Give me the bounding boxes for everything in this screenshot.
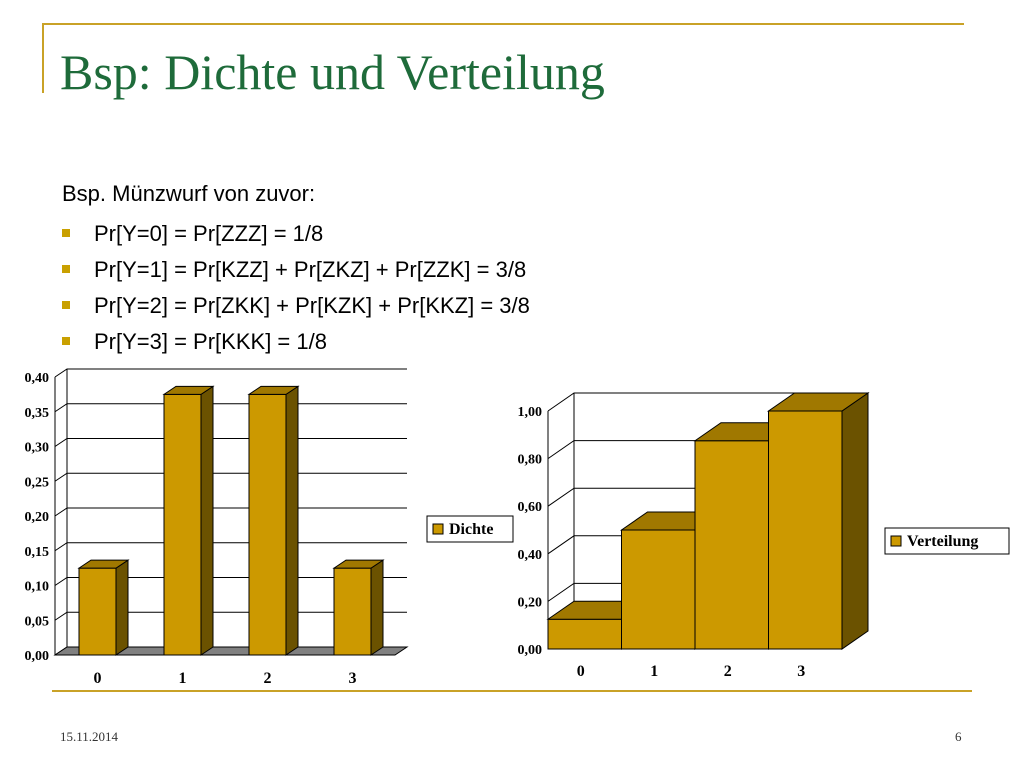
bullet-text: Pr[Y=3] = Pr[KKK] = 1/8 <box>94 329 327 354</box>
intro-text: Bsp. Münzwurf von zuvor: <box>62 181 316 206</box>
gridline <box>54 368 407 378</box>
y-tick-label: 0,80 <box>518 453 543 468</box>
y-tick-label: 0,00 <box>518 643 543 658</box>
bar-0 <box>77 559 130 656</box>
square-bullet-icon <box>62 265 70 274</box>
bullet-text: Pr[Y=0] = Pr[ZZZ] = 1/8 <box>94 221 324 246</box>
square-bullet-icon <box>62 337 70 346</box>
bottom-rule <box>52 690 972 692</box>
x-tick-label: 0 <box>577 663 585 680</box>
chart-legend: Verteilung <box>884 527 1010 555</box>
legend-label: Dichte <box>449 521 493 538</box>
y-tick-label: 0,35 <box>25 406 50 421</box>
slide-title: Bsp: Dichte und Verteilung <box>60 44 605 100</box>
y-tick-label: 0,00 <box>25 649 50 664</box>
bar-2 <box>247 385 300 656</box>
bullet-item: Pr[Y=2] = Pr[ZKK] + Pr[KZK] + Pr[KKZ] = … <box>62 288 530 324</box>
y-tick-label: 1,00 <box>518 405 543 420</box>
bar-3 <box>332 559 385 656</box>
y-tick-label: 0,10 <box>25 580 50 595</box>
bar-top <box>247 385 300 395</box>
x-tick-label: 1 <box>650 663 658 680</box>
legend-swatch <box>890 535 902 547</box>
bar-3 <box>766 392 870 650</box>
legend-label: Verteilung <box>907 533 978 550</box>
x-tick-label: 3 <box>349 670 357 687</box>
bar-side <box>841 392 869 650</box>
bar-front <box>78 567 117 656</box>
bar-top <box>162 385 215 395</box>
bullet-item: Pr[Y=3] = Pr[KKK] = 1/8 <box>62 324 530 360</box>
gridline <box>547 392 868 412</box>
legend-box <box>884 527 1010 555</box>
x-tick-label: 3 <box>797 663 805 680</box>
y-tick-label: 0,30 <box>25 441 50 456</box>
bar-1 <box>162 385 215 656</box>
bullet-text: Pr[Y=2] = Pr[ZKK] + Pr[KZK] + Pr[KKZ] = … <box>94 293 530 318</box>
bullet-item: Pr[Y=1] = Pr[KZZ] + Pr[ZKZ] + Pr[ZZK] = … <box>62 252 530 288</box>
y-tick-label: 0,15 <box>25 545 50 560</box>
left-rule <box>42 23 44 93</box>
bar-front <box>768 410 843 650</box>
page-number: 6 <box>955 729 962 744</box>
top-rule <box>42 23 964 25</box>
bar-front <box>621 529 696 650</box>
x-tick-label: 1 <box>179 670 187 687</box>
y-tick-label: 0,60 <box>518 500 543 515</box>
y-tick-label: 0,25 <box>25 475 50 490</box>
y-tick-label: 0,40 <box>25 371 50 386</box>
bar-front <box>694 440 769 650</box>
bar-front <box>547 618 622 650</box>
x-tick-label: 0 <box>94 670 102 687</box>
bullet-item: Pr[Y=0] = Pr[ZZZ] = 1/8 <box>62 216 530 252</box>
bullet-list: Pr[Y=0] = Pr[ZZZ] = 1/8 Pr[Y=1] = Pr[KZZ… <box>62 216 530 360</box>
bar-top <box>332 559 385 569</box>
bar-front <box>163 393 202 656</box>
square-bullet-icon <box>62 301 70 310</box>
footer-date: 15.11.2014 <box>60 729 119 744</box>
bar-top <box>77 559 130 569</box>
bar-front <box>333 567 372 656</box>
chart-legend: Dichte <box>426 515 514 543</box>
y-tick-label: 0,05 <box>25 614 50 629</box>
y-tick-label: 0,20 <box>518 595 543 610</box>
x-tick-label: 2 <box>724 663 732 680</box>
bullet-text: Pr[Y=1] = Pr[KZZ] + Pr[ZKZ] + Pr[ZZK] = … <box>94 257 527 282</box>
legend-swatch <box>432 523 444 535</box>
bar-top <box>766 392 870 412</box>
x-tick-label: 2 <box>264 670 272 687</box>
square-bullet-icon <box>62 229 70 238</box>
y-tick-label: 0,20 <box>25 510 50 525</box>
y-tick-label: 0,40 <box>518 548 543 563</box>
